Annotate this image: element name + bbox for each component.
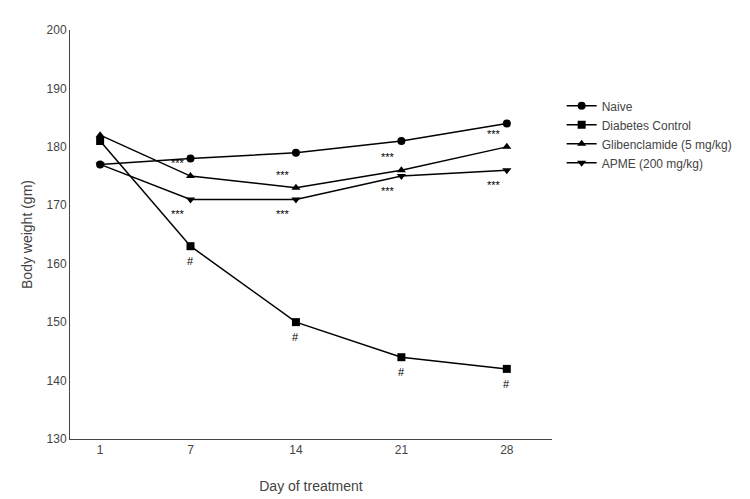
svg-text:***: ***: [171, 208, 185, 220]
svg-text:Glibenclamide (5 mg/kg): Glibenclamide (5 mg/kg): [602, 138, 732, 152]
svg-text:1: 1: [97, 443, 104, 457]
svg-text:200: 200: [47, 23, 67, 37]
svg-text:#: #: [292, 331, 299, 343]
svg-text:Diabetes Control: Diabetes Control: [602, 119, 691, 133]
svg-text:#: #: [398, 366, 405, 378]
svg-text:160: 160: [47, 257, 67, 271]
svg-text:21: 21: [395, 443, 409, 457]
svg-text:Day of treatment: Day of treatment: [259, 478, 363, 494]
svg-text:190: 190: [47, 82, 67, 96]
svg-text:#: #: [187, 255, 194, 267]
svg-text:APME (200 mg/kg): APME (200 mg/kg): [602, 157, 703, 171]
svg-text:***: ***: [487, 128, 501, 140]
svg-text:#: #: [503, 378, 510, 390]
svg-text:14: 14: [289, 443, 303, 457]
svg-text:170: 170: [47, 198, 67, 212]
svg-text:***: ***: [487, 179, 501, 191]
svg-text:***: ***: [381, 151, 395, 163]
svg-text:150: 150: [47, 315, 67, 329]
svg-text:***: ***: [276, 169, 290, 181]
svg-text:130: 130: [47, 432, 67, 446]
svg-text:***: ***: [171, 157, 185, 169]
svg-text:28: 28: [500, 443, 514, 457]
svg-text:***: ***: [276, 208, 290, 220]
svg-text:140: 140: [47, 374, 67, 388]
svg-text:Body weight (gm): Body weight (gm): [19, 180, 35, 289]
svg-text:180: 180: [47, 140, 67, 154]
svg-text:***: ***: [381, 185, 395, 197]
svg-text:Naive: Naive: [602, 100, 633, 114]
svg-text:7: 7: [187, 443, 194, 457]
